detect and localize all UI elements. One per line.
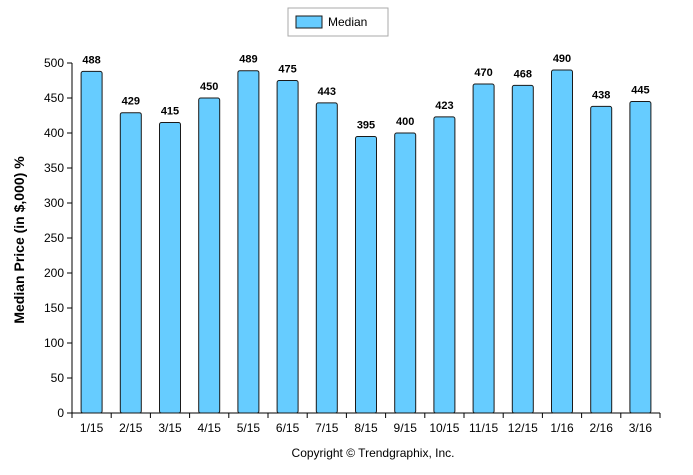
data-label: 489 (239, 54, 257, 66)
bar (119, 112, 142, 414)
bar (198, 97, 221, 414)
x-tick-label: 1/16 (550, 421, 574, 435)
data-label: 429 (122, 96, 140, 108)
x-axis: 1/15 2/15 3/15 4/15 5/15 6/15 7/15 8/15 9/15 10/1… (71, 412, 661, 435)
x-tick-label: 10/15 (429, 421, 459, 435)
y-tick-label: 300 (44, 196, 64, 210)
data-label: 423 (435, 100, 453, 112)
data-label: 475 (278, 64, 296, 76)
bar (159, 122, 181, 414)
bars-group (80, 69, 652, 414)
bar (394, 132, 417, 414)
x-tick-label: 11/15 (469, 421, 498, 435)
copyright-footer: Copyright © Trendgraphix, Inc. (292, 446, 455, 460)
y-axis: 0 50 100 150 200 250 300 350 400 450 500 (44, 56, 73, 420)
x-tick-label: 4/15 (198, 421, 222, 435)
y-tick-label: 50 (51, 371, 65, 385)
bar (551, 69, 573, 414)
bar (355, 136, 377, 414)
y-tick-label: 200 (44, 266, 64, 280)
y-tick-label: 350 (44, 161, 64, 175)
x-tick-label: 2/16 (590, 421, 614, 435)
data-label: 488 (82, 54, 100, 66)
data-label: 450 (200, 81, 218, 93)
data-label: 490 (553, 53, 571, 65)
x-tick-label: 3/15 (158, 421, 182, 435)
data-label: 400 (396, 116, 414, 128)
data-label: 468 (514, 68, 532, 80)
bar (237, 70, 260, 414)
bar (511, 84, 534, 414)
legend-label-median: Median (328, 15, 367, 29)
data-labels-group: 488 429 415 450 489 475 443 395 400 423 470 468 490 4… (82, 53, 649, 132)
data-label: 438 (592, 89, 610, 101)
x-tick-label: 8/15 (354, 421, 378, 435)
y-tick-label: 400 (44, 126, 64, 140)
x-tick-label: 6/15 (276, 421, 300, 435)
bar (433, 116, 456, 414)
x-tick-label: 5/15 (237, 421, 261, 435)
y-axis-title: Median Price (in $,000) % (11, 156, 27, 324)
bar (629, 101, 652, 414)
bar (472, 83, 495, 414)
data-label: 470 (474, 67, 492, 79)
data-label: 445 (631, 85, 649, 97)
x-tick-label: 12/15 (508, 421, 538, 435)
y-tick-label: 500 (44, 56, 64, 70)
x-tick-label: 1/15 (80, 421, 104, 435)
bar (315, 102, 338, 414)
y-tick-label: 0 (57, 406, 64, 420)
x-tick-label: 7/15 (315, 421, 339, 435)
data-label: 443 (318, 86, 336, 98)
y-tick-label: 100 (44, 336, 64, 350)
x-tick-label: 9/15 (394, 421, 418, 435)
x-tick-label: 3/16 (629, 421, 653, 435)
data-label: 395 (357, 120, 375, 132)
y-tick-label: 150 (44, 301, 64, 315)
data-label: 415 (161, 106, 179, 118)
bar (80, 70, 103, 414)
bar (276, 80, 299, 414)
bar (590, 105, 613, 414)
y-tick-label: 450 (44, 91, 64, 105)
legend-swatch (295, 15, 323, 29)
legend: Median (287, 7, 389, 37)
x-tick-label: 2/15 (119, 421, 143, 435)
y-tick-label: 250 (44, 231, 64, 245)
